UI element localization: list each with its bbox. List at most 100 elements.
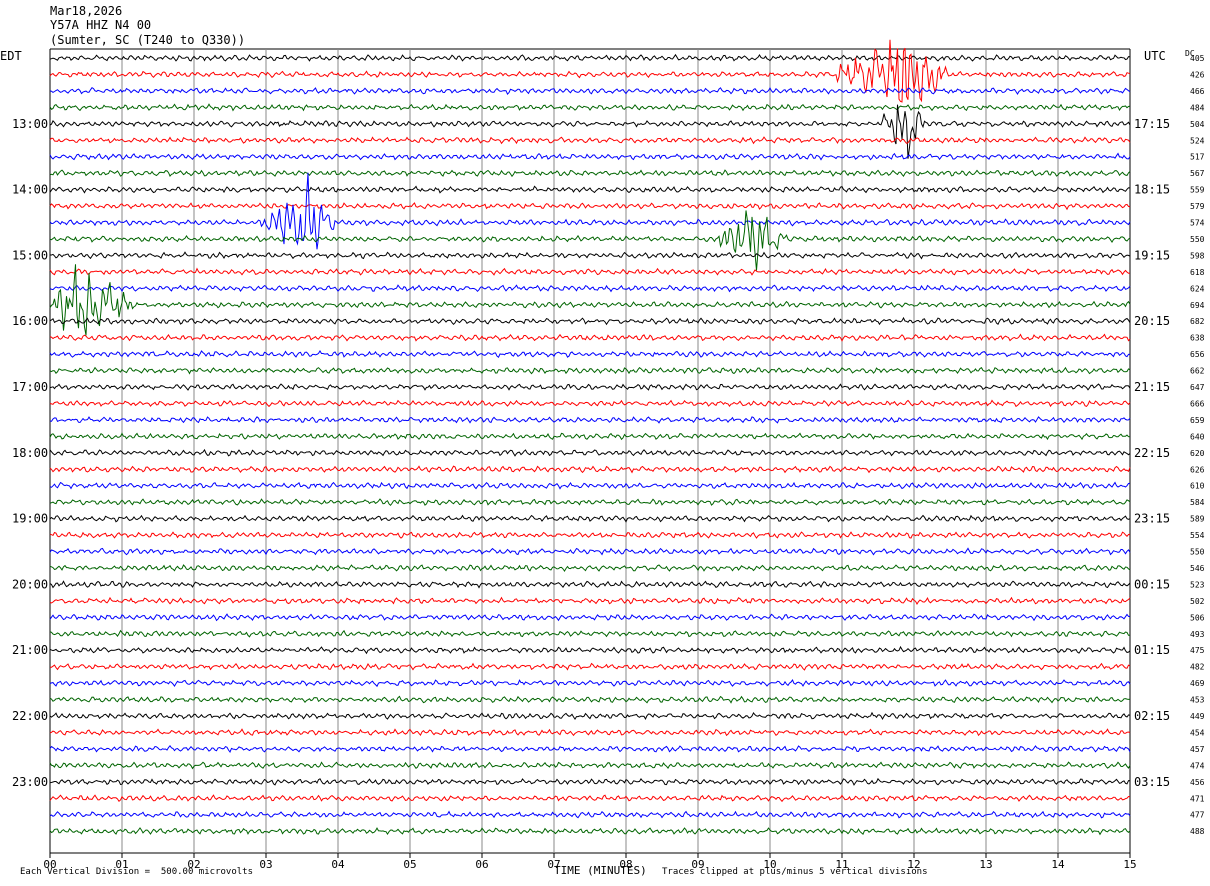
dc-offset-label: 482 (1190, 663, 1205, 672)
trace-line-29 (49, 531, 1131, 539)
dc-offset-label: 504 (1190, 120, 1205, 129)
trace-line-35 (49, 629, 1130, 638)
dc-offset-label: 426 (1190, 70, 1205, 79)
left-time-label: 19:00 (12, 512, 48, 526)
x-tick-label: 08 (619, 858, 632, 871)
trace-line-38 (49, 678, 1131, 688)
dc-offset-label: 640 (1190, 432, 1205, 441)
trace-line-33 (49, 596, 1131, 605)
left-time-label: 14:00 (12, 183, 48, 197)
left-time-label: 18:00 (12, 446, 48, 460)
dc-offset-label: 454 (1190, 728, 1205, 737)
trace-line-26 (49, 481, 1131, 490)
dc-offset-label: 405 (1190, 54, 1205, 63)
x-tick-label: 05 (403, 858, 416, 871)
trace-line-36 (49, 645, 1131, 655)
trace-line-45 (49, 794, 1131, 803)
trace-line-40 (49, 711, 1131, 721)
dc-offset-label: 589 (1190, 515, 1205, 524)
dc-offset-label: 488 (1190, 827, 1205, 836)
trace-line-34 (49, 613, 1131, 622)
trace-line-18 (49, 350, 1131, 358)
trace-line-6 (49, 152, 1131, 161)
right-time-label: 17:15 (1134, 117, 1170, 131)
dc-offset-label: 666 (1190, 399, 1205, 408)
dc-offset-label: 610 (1190, 482, 1205, 491)
dc-offset-label: 574 (1190, 219, 1205, 228)
dc-offset-label: 647 (1190, 383, 1205, 392)
trace-line-27 (49, 498, 1131, 507)
x-tick-label: 02 (187, 858, 200, 871)
scale-note: Each Vertical Division = 500.00 microvol… (20, 867, 253, 877)
trace-line-8 (49, 185, 1131, 194)
trace-line-0 (49, 53, 1131, 62)
dc-offset-label: 471 (1190, 794, 1205, 803)
dc-offset-header: DC (1185, 49, 1195, 58)
right-time-label: 18:15 (1134, 183, 1170, 197)
dc-offset-label: 523 (1190, 580, 1205, 589)
header-date: Mar18,2026 (50, 4, 123, 18)
left-time-label: 23:00 (12, 775, 48, 789)
right-time-label: 22:15 (1134, 446, 1170, 460)
right-time-label: 23:15 (1134, 512, 1170, 526)
trace-line-37 (50, 662, 1131, 671)
dc-offset-label: 546 (1190, 564, 1205, 573)
right-time-label: 03:15 (1134, 775, 1170, 789)
x-tick-label: 01 (115, 858, 128, 871)
x-axis-title: TIME (MINUTES) (554, 864, 647, 877)
left-time-label: 15:00 (12, 248, 48, 262)
dc-offset-label: 475 (1190, 646, 1205, 655)
trace-line-31 (49, 564, 1131, 573)
trace-line-1 (49, 39, 1131, 103)
trace-line-9 (49, 202, 1131, 211)
trace-line-19 (49, 366, 1131, 375)
trace-line-15 (49, 264, 1131, 336)
dc-offset-label: 493 (1190, 630, 1205, 639)
dc-offset-label: 517 (1190, 153, 1205, 162)
trace-line-14 (49, 284, 1131, 293)
dc-offset-label: 554 (1190, 531, 1205, 540)
trace-line-4 (49, 104, 1131, 159)
left-time-label: 21:00 (12, 643, 48, 657)
trace-line-43 (49, 761, 1131, 770)
left-time-label: 20:00 (12, 577, 48, 591)
trace-line-30 (49, 547, 1131, 556)
trace-line-22 (49, 416, 1131, 424)
trace-line-10 (49, 172, 1131, 250)
trace-line-5 (49, 136, 1131, 145)
dc-offset-label: 662 (1190, 367, 1205, 376)
trace-line-21 (49, 399, 1131, 408)
dc-offset-label: 659 (1190, 416, 1205, 425)
header-station: Y57A HHZ N4 00 (50, 18, 152, 32)
trace-line-44 (49, 777, 1131, 786)
dc-offset-label: 469 (1190, 679, 1205, 688)
right-timezone-label: UTC (1144, 49, 1166, 63)
dc-offset-label: 620 (1190, 449, 1205, 458)
dc-offset-label: 484 (1190, 103, 1205, 112)
trace-line-39 (49, 695, 1131, 704)
x-tick-label: 13 (979, 858, 992, 871)
trace-series (49, 39, 1131, 836)
dc-offset-label: 524 (1190, 136, 1205, 145)
trace-line-12 (50, 251, 1131, 260)
trace-line-32 (49, 580, 1131, 589)
dc-offset-label: 624 (1190, 284, 1205, 293)
dc-offset-label: 567 (1190, 169, 1205, 178)
dc-offset-label: 466 (1190, 87, 1205, 96)
x-tick-label: 07 (547, 858, 560, 871)
left-time-label: 16:00 (12, 314, 48, 328)
trace-line-42 (49, 744, 1131, 753)
right-time-label: 00:15 (1134, 577, 1170, 591)
trace-line-13 (49, 267, 1130, 276)
dc-offset-label: 598 (1190, 251, 1205, 260)
dc-offset-label: 477 (1190, 811, 1205, 820)
x-tick-label: 00 (43, 858, 56, 871)
left-time-label: 13:00 (12, 117, 48, 131)
trace-line-23 (49, 432, 1131, 441)
dc-offset-label: 638 (1190, 334, 1205, 343)
right-time-label: 19:15 (1134, 248, 1170, 262)
trace-line-3 (49, 103, 1131, 112)
header-location: (Sumter, SC (T240 to Q330)) (50, 33, 246, 47)
left-time-label: 22:00 (12, 709, 48, 723)
